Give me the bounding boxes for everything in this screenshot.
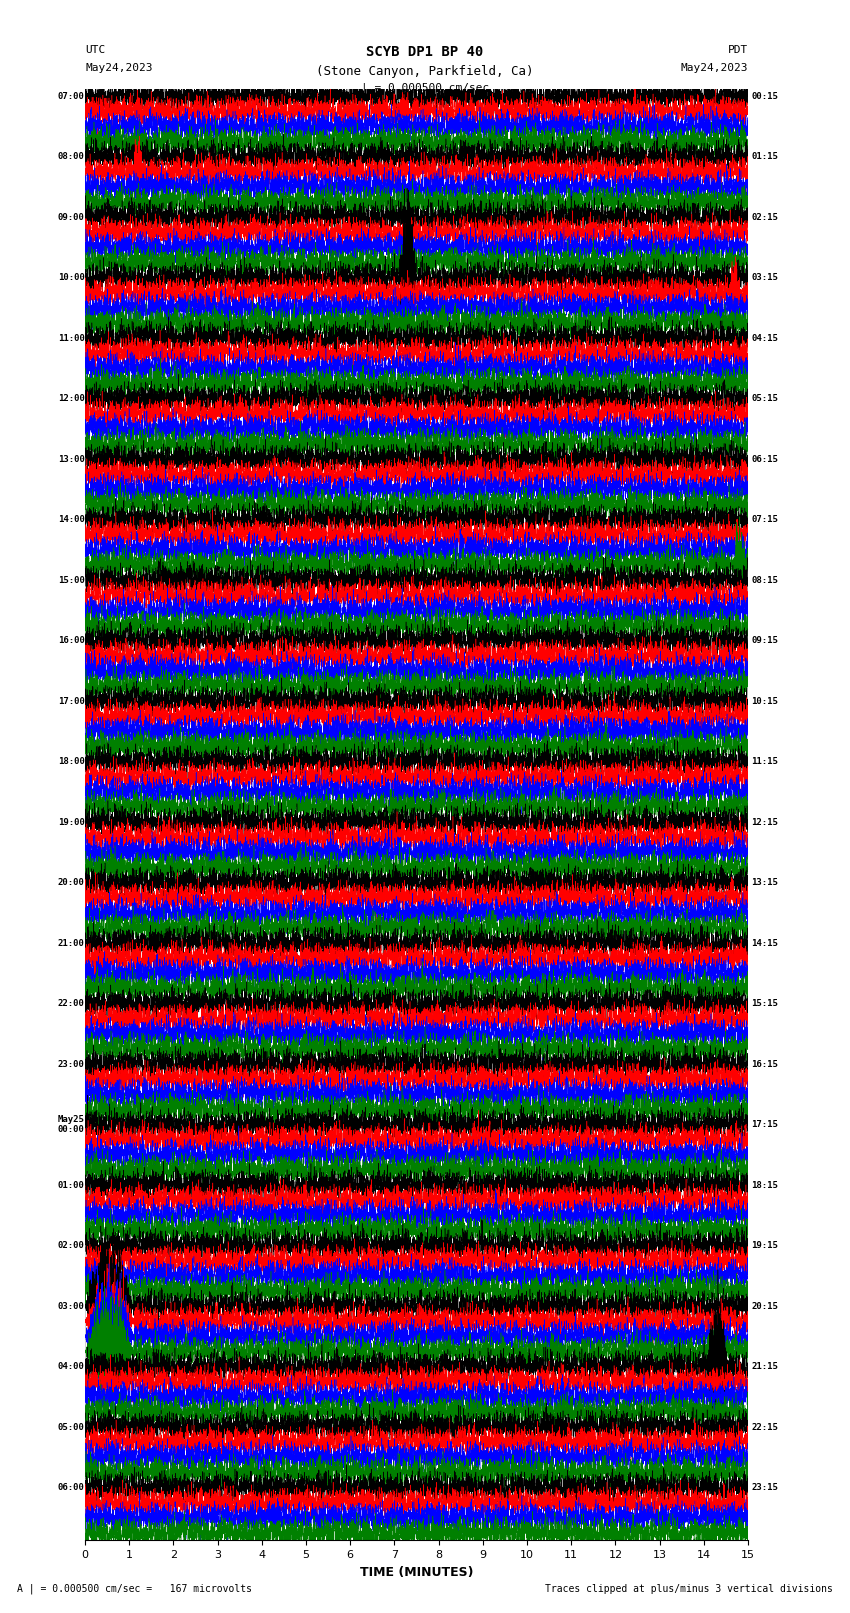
Text: SCYB DP1 BP 40: SCYB DP1 BP 40: [366, 45, 484, 60]
Text: 17:15: 17:15: [751, 1119, 779, 1129]
Text: 16:00: 16:00: [58, 636, 85, 645]
Text: 20:15: 20:15: [751, 1302, 779, 1310]
Text: 02:00: 02:00: [58, 1240, 85, 1250]
Text: 09:00: 09:00: [58, 213, 85, 221]
Text: 23:00: 23:00: [58, 1060, 85, 1068]
Text: 08:15: 08:15: [751, 576, 779, 584]
Text: 10:00: 10:00: [58, 273, 85, 282]
Text: | = 0.000500 cm/sec: | = 0.000500 cm/sec: [361, 82, 489, 94]
Text: 01:00: 01:00: [58, 1181, 85, 1189]
Text: 22:00: 22:00: [58, 998, 85, 1008]
Text: PDT: PDT: [728, 45, 748, 55]
Text: 22:15: 22:15: [751, 1423, 779, 1431]
Text: 05:00: 05:00: [58, 1423, 85, 1431]
Text: 07:00: 07:00: [58, 92, 85, 100]
Text: 00:15: 00:15: [751, 92, 779, 100]
Text: May25
00:00: May25 00:00: [58, 1115, 85, 1134]
Text: 23:15: 23:15: [751, 1482, 779, 1492]
Text: 15:00: 15:00: [58, 576, 85, 584]
Text: 18:15: 18:15: [751, 1181, 779, 1189]
Text: UTC: UTC: [85, 45, 105, 55]
Text: 15:15: 15:15: [751, 998, 779, 1008]
Text: 21:15: 21:15: [751, 1361, 779, 1371]
Text: 16:15: 16:15: [751, 1060, 779, 1068]
Text: 21:00: 21:00: [58, 939, 85, 947]
Text: 12:00: 12:00: [58, 394, 85, 403]
Text: May24,2023: May24,2023: [681, 63, 748, 73]
Text: 11:00: 11:00: [58, 334, 85, 342]
Text: 11:15: 11:15: [751, 756, 779, 766]
Text: May24,2023: May24,2023: [85, 63, 152, 73]
Text: 06:15: 06:15: [751, 455, 779, 463]
Text: 20:00: 20:00: [58, 877, 85, 887]
Text: 09:15: 09:15: [751, 636, 779, 645]
Text: 19:15: 19:15: [751, 1240, 779, 1250]
Text: 08:00: 08:00: [58, 152, 85, 161]
Text: 19:00: 19:00: [58, 818, 85, 826]
Text: 14:00: 14:00: [58, 515, 85, 524]
Text: 13:15: 13:15: [751, 877, 779, 887]
Text: 03:00: 03:00: [58, 1302, 85, 1310]
Text: 17:00: 17:00: [58, 697, 85, 705]
Text: A | = 0.000500 cm/sec =   167 microvolts: A | = 0.000500 cm/sec = 167 microvolts: [17, 1582, 252, 1594]
Text: 05:15: 05:15: [751, 394, 779, 403]
Text: 07:15: 07:15: [751, 515, 779, 524]
Text: 02:15: 02:15: [751, 213, 779, 221]
Text: 01:15: 01:15: [751, 152, 779, 161]
Text: 10:15: 10:15: [751, 697, 779, 705]
Text: Traces clipped at plus/minus 3 vertical divisions: Traces clipped at plus/minus 3 vertical …: [545, 1584, 833, 1594]
Text: 04:00: 04:00: [58, 1361, 85, 1371]
X-axis label: TIME (MINUTES): TIME (MINUTES): [360, 1566, 473, 1579]
Text: (Stone Canyon, Parkfield, Ca): (Stone Canyon, Parkfield, Ca): [316, 65, 534, 77]
Text: 03:15: 03:15: [751, 273, 779, 282]
Text: 06:00: 06:00: [58, 1482, 85, 1492]
Text: 18:00: 18:00: [58, 756, 85, 766]
Text: 14:15: 14:15: [751, 939, 779, 947]
Text: 04:15: 04:15: [751, 334, 779, 342]
Text: 12:15: 12:15: [751, 818, 779, 826]
Text: 13:00: 13:00: [58, 455, 85, 463]
